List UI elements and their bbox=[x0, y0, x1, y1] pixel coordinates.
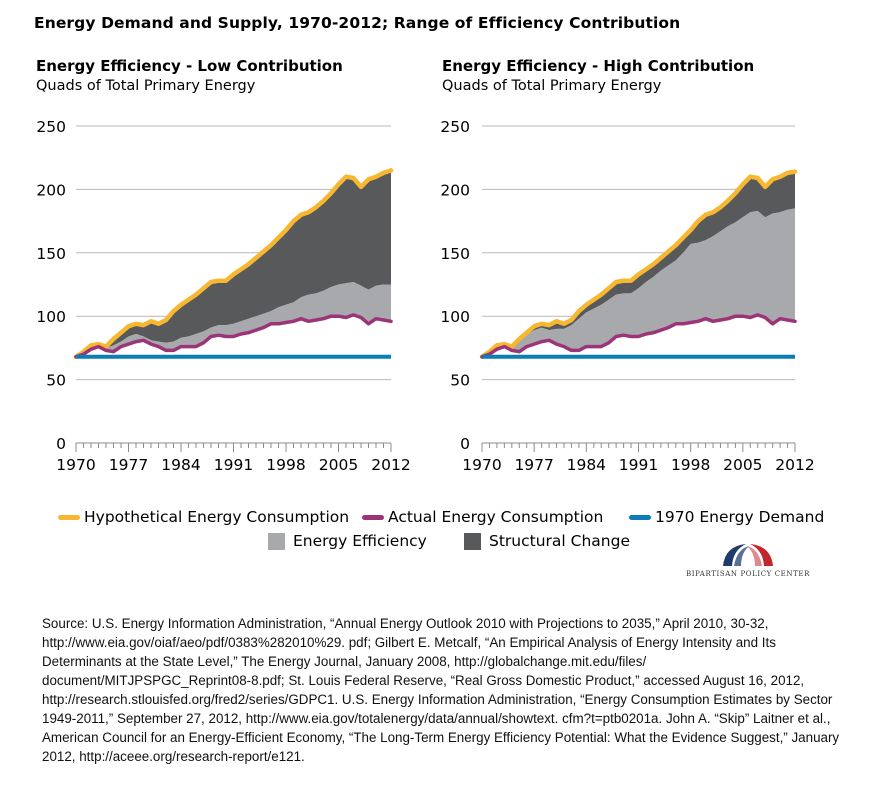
x-tick-label: 2012 bbox=[371, 456, 410, 474]
legend-swatch-actual bbox=[362, 515, 384, 520]
x-tick-label: 1991 bbox=[214, 456, 253, 474]
y-tick-label: 150 bbox=[36, 245, 66, 263]
x-tick-label: 1991 bbox=[619, 456, 658, 474]
x-tick-label: 1998 bbox=[266, 456, 305, 474]
bipartisan-policy-center-logo: BIPARTISAN POLICY CENTER bbox=[683, 540, 813, 585]
legend-swatch-structural bbox=[464, 533, 481, 550]
logo-arc-icon bbox=[723, 544, 773, 566]
source-note: Source: U.S. Energy Information Administ… bbox=[42, 616, 840, 764]
y-tick-label: 150 bbox=[440, 245, 470, 263]
y-tick-label: 250 bbox=[36, 118, 66, 136]
x-tick-label: 1984 bbox=[161, 456, 200, 474]
x-tick-label: 2005 bbox=[319, 456, 358, 474]
y-tick-label: 0 bbox=[56, 435, 66, 453]
actual-consumption-line bbox=[74, 313, 393, 359]
chart-subtitle-low: Quads of Total Primary Energy bbox=[36, 78, 256, 94]
x-tick-label: 1970 bbox=[462, 456, 501, 474]
charts-canvas: 1970 1977 1984 1991 1998 2005 2012 0 50 100 150 200… bbox=[36, 118, 814, 474]
legend-swatch-efficiency bbox=[268, 533, 285, 550]
logo-text: BIPARTISAN POLICY CENTER bbox=[686, 570, 810, 578]
structural-change-area bbox=[482, 171, 795, 357]
legend-label-structural: Structural Change bbox=[489, 532, 630, 550]
chart-low: 1970 1977 1984 1991 1998 2005 2012 0 50 100 150 200… bbox=[36, 118, 410, 474]
legend-swatch-hypothetical bbox=[58, 515, 80, 520]
y-tick-label: 0 bbox=[460, 435, 470, 453]
chart-subtitle-high: Quads of Total Primary Energy bbox=[442, 78, 662, 94]
x-tick-label: 2005 bbox=[723, 456, 762, 474]
y-tick-label: 200 bbox=[440, 181, 470, 199]
x-tick-label: 2012 bbox=[775, 456, 814, 474]
y-tick-label: 50 bbox=[450, 372, 470, 390]
energy-efficiency-area bbox=[76, 282, 391, 357]
y-tick-label: 50 bbox=[46, 372, 66, 390]
x-tick-label: 1998 bbox=[671, 456, 710, 474]
hypothetical-consumption-line bbox=[479, 169, 798, 360]
y-tick-label: 200 bbox=[36, 181, 66, 199]
structural-change-area bbox=[76, 170, 391, 357]
y-tick-label: 250 bbox=[440, 118, 470, 136]
hypothetical-consumption-line bbox=[73, 168, 394, 360]
y-tick-label: 100 bbox=[36, 308, 66, 326]
x-tick-label: 1984 bbox=[567, 456, 606, 474]
legend-label-actual: Actual Energy Consumption bbox=[388, 508, 604, 526]
legend-label-hypothetical: Hypothetical Energy Consumption bbox=[84, 508, 350, 526]
chart-title-high: Energy Efficiency - High Contribution bbox=[442, 57, 755, 75]
legend-swatch-demand1970 bbox=[629, 515, 651, 520]
page-title: Energy Demand and Supply, 1970-2012; Ran… bbox=[34, 14, 681, 32]
x-tick-label: 1977 bbox=[109, 456, 148, 474]
legend-label-efficiency: Energy Efficiency bbox=[293, 532, 427, 550]
legend-label-demand1970: 1970 Energy Demand bbox=[655, 508, 825, 526]
actual-consumption-line bbox=[480, 313, 797, 359]
y-tick-label: 100 bbox=[440, 308, 470, 326]
chart-title-low: Energy Efficiency - Low Contribution bbox=[36, 57, 343, 75]
chart-high: 1970 1977 1984 1991 1998 2005 2012 0 50 100 150 200… bbox=[440, 118, 814, 474]
x-tick-label: 1977 bbox=[514, 456, 553, 474]
x-tick-label: 1970 bbox=[56, 456, 95, 474]
